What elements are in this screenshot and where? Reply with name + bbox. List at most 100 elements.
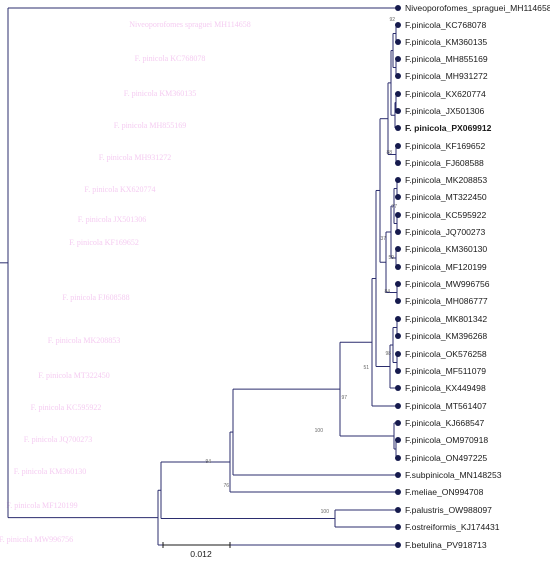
taxon-label: F.pinicola_FJ608588 bbox=[405, 158, 484, 168]
leaf-node bbox=[395, 246, 401, 252]
leaf-node bbox=[395, 298, 401, 304]
leaf-nodes bbox=[395, 5, 401, 548]
support-values: 100 100 94 76 92 88 77 51 59 37 84 98 97 bbox=[205, 17, 397, 515]
taxon-label: F.pinicola_KF169652 bbox=[405, 141, 485, 151]
support-value: 100 bbox=[321, 509, 330, 515]
leaf-node bbox=[395, 472, 401, 478]
taxon-label: F.pinicola_KC595922 bbox=[405, 210, 486, 220]
taxon-label: F.pinicola_KM360130 bbox=[405, 244, 487, 254]
svg-text:F. pinicola KC768078: F. pinicola KC768078 bbox=[135, 54, 206, 63]
leaf-node bbox=[395, 385, 401, 391]
svg-text:F. pinicola MH855169: F. pinicola MH855169 bbox=[114, 121, 186, 130]
support-value: 76 bbox=[223, 483, 229, 489]
leaf-node bbox=[395, 403, 401, 409]
support-value: 59 bbox=[388, 255, 394, 261]
svg-text:F. pinicola JX501306: F. pinicola JX501306 bbox=[78, 215, 146, 224]
leaf-node bbox=[395, 108, 401, 114]
taxon-label: F.palustris_OW988097 bbox=[405, 505, 492, 515]
leaf-node bbox=[395, 316, 401, 322]
svg-text:Niveoporofomes spraguei MH1146: Niveoporofomes spraguei MH114658 bbox=[129, 20, 250, 29]
taxon-label: F.ostreiformis_KJ174431 bbox=[405, 522, 500, 532]
svg-text:F. pinicola KF169652: F. pinicola KF169652 bbox=[69, 238, 139, 247]
scale-bar-label: 0.012 bbox=[190, 549, 212, 559]
leaf-node bbox=[395, 489, 401, 495]
leaf-node bbox=[395, 351, 401, 357]
support-value: 84 bbox=[384, 289, 390, 295]
support-value: 94 bbox=[205, 459, 211, 465]
leaf-node bbox=[395, 212, 401, 218]
leaf-node bbox=[395, 160, 401, 166]
leaf-node bbox=[395, 125, 401, 131]
leaf-node bbox=[395, 177, 401, 183]
svg-text:F. pinicola MK208853: F. pinicola MK208853 bbox=[48, 336, 120, 345]
leaf-node bbox=[395, 56, 401, 62]
svg-text:F. pinicola MW996756: F. pinicola MW996756 bbox=[0, 535, 73, 544]
leaf-node bbox=[395, 91, 401, 97]
taxon-label: F.pinicola_MK208853 bbox=[405, 175, 487, 185]
taxon-label: F.pinicola_JQ700273 bbox=[405, 227, 485, 237]
leaf-node bbox=[395, 542, 401, 548]
leaf-node bbox=[395, 368, 401, 374]
leaf-node bbox=[395, 437, 401, 443]
leaf-node bbox=[395, 507, 401, 513]
taxon-label: F.pinicola_KM396268 bbox=[405, 331, 487, 341]
taxon-label: F.pinicola_MH086777 bbox=[405, 296, 488, 306]
support-value: 98 bbox=[385, 351, 391, 357]
taxon-label: F.meliae_ON994708 bbox=[405, 487, 484, 497]
taxon-label: F.pinicola_MK801342 bbox=[405, 314, 487, 324]
taxon-label: F.pinicola_KJ668547 bbox=[405, 418, 485, 428]
taxon-label: F.pinicola_JX501306 bbox=[405, 106, 485, 116]
leaf-node bbox=[395, 39, 401, 45]
leaf-node bbox=[395, 264, 401, 270]
taxon-label: F.pinicola_OM970918 bbox=[405, 435, 488, 445]
svg-text:F. pinicola MT322450: F. pinicola MT322450 bbox=[38, 371, 110, 380]
svg-text:F. pinicola KM360130: F. pinicola KM360130 bbox=[14, 467, 86, 476]
taxon-labels: Niveoporofomes_spraguei_MH114658 F.pinico… bbox=[405, 3, 550, 550]
taxon-label: F.pinicola_MW996756 bbox=[405, 279, 490, 289]
support-value: 37 bbox=[380, 236, 386, 242]
taxon-label: F.pinicola_MT561407 bbox=[405, 401, 487, 411]
taxon-label: F.pinicola_KX449498 bbox=[405, 383, 486, 393]
ghost-label-layer: Niveoporofomes spraguei MH114658 F. pini… bbox=[0, 20, 251, 544]
svg-text:F. pinicola KX620774: F. pinicola KX620774 bbox=[84, 185, 155, 194]
leaf-node bbox=[395, 229, 401, 235]
taxon-label: F.subpinicola_MN148253 bbox=[405, 470, 502, 480]
taxon-label: F.pinicola_MH931272 bbox=[405, 71, 488, 81]
tree-branches bbox=[0, 7, 398, 546]
taxon-label: F.pinicola_OK576258 bbox=[405, 349, 487, 359]
support-value: 77 bbox=[391, 204, 397, 210]
taxon-label: F. pinicola_PX069912 bbox=[405, 123, 492, 133]
taxon-label: F.pinicola_MF511079 bbox=[405, 366, 486, 376]
support-value: 92 bbox=[389, 17, 395, 23]
taxon-label: F.pinicola_MH855169 bbox=[405, 54, 488, 64]
svg-text:F. pinicola FJ608588: F. pinicola FJ608588 bbox=[62, 293, 129, 302]
support-value: 88 bbox=[386, 150, 392, 156]
leaf-node bbox=[395, 22, 401, 28]
svg-text:F. pinicola KC595922: F. pinicola KC595922 bbox=[31, 403, 102, 412]
support-value: 100 bbox=[315, 428, 324, 434]
support-value: 51 bbox=[363, 365, 369, 371]
leaf-node bbox=[395, 455, 401, 461]
svg-text:F. pinicola KM360135: F. pinicola KM360135 bbox=[124, 89, 196, 98]
svg-text:F. pinicola JQ700273: F. pinicola JQ700273 bbox=[24, 435, 92, 444]
leaf-node bbox=[395, 5, 401, 11]
taxon-label: Niveoporofomes_spraguei_MH114658 bbox=[405, 3, 550, 13]
leaf-node bbox=[395, 281, 401, 287]
taxon-label: F.pinicola_ON497225 bbox=[405, 453, 487, 463]
svg-text:F. pinicola MF120199: F. pinicola MF120199 bbox=[6, 501, 77, 510]
taxon-label: F.pinicola_KX620774 bbox=[405, 89, 486, 99]
taxon-label: F.pinicola_MF120199 bbox=[405, 262, 487, 272]
leaf-node bbox=[395, 194, 401, 200]
taxon-label: F.pinicola_KC768078 bbox=[405, 20, 486, 30]
leaf-node bbox=[395, 73, 401, 79]
leaf-node bbox=[395, 420, 401, 426]
taxon-label: F.pinicola_KM360135 bbox=[405, 37, 487, 47]
leaf-node bbox=[395, 333, 401, 339]
svg-text:F. pinicola MH931272: F. pinicola MH931272 bbox=[99, 153, 171, 162]
support-value: 97 bbox=[341, 395, 347, 401]
leaf-node bbox=[395, 143, 401, 149]
taxon-label: F.betulina_PV918713 bbox=[405, 540, 487, 550]
taxon-label: F.pinicola_MT322450 bbox=[405, 192, 487, 202]
scale-bar: 0.012 bbox=[162, 542, 231, 559]
